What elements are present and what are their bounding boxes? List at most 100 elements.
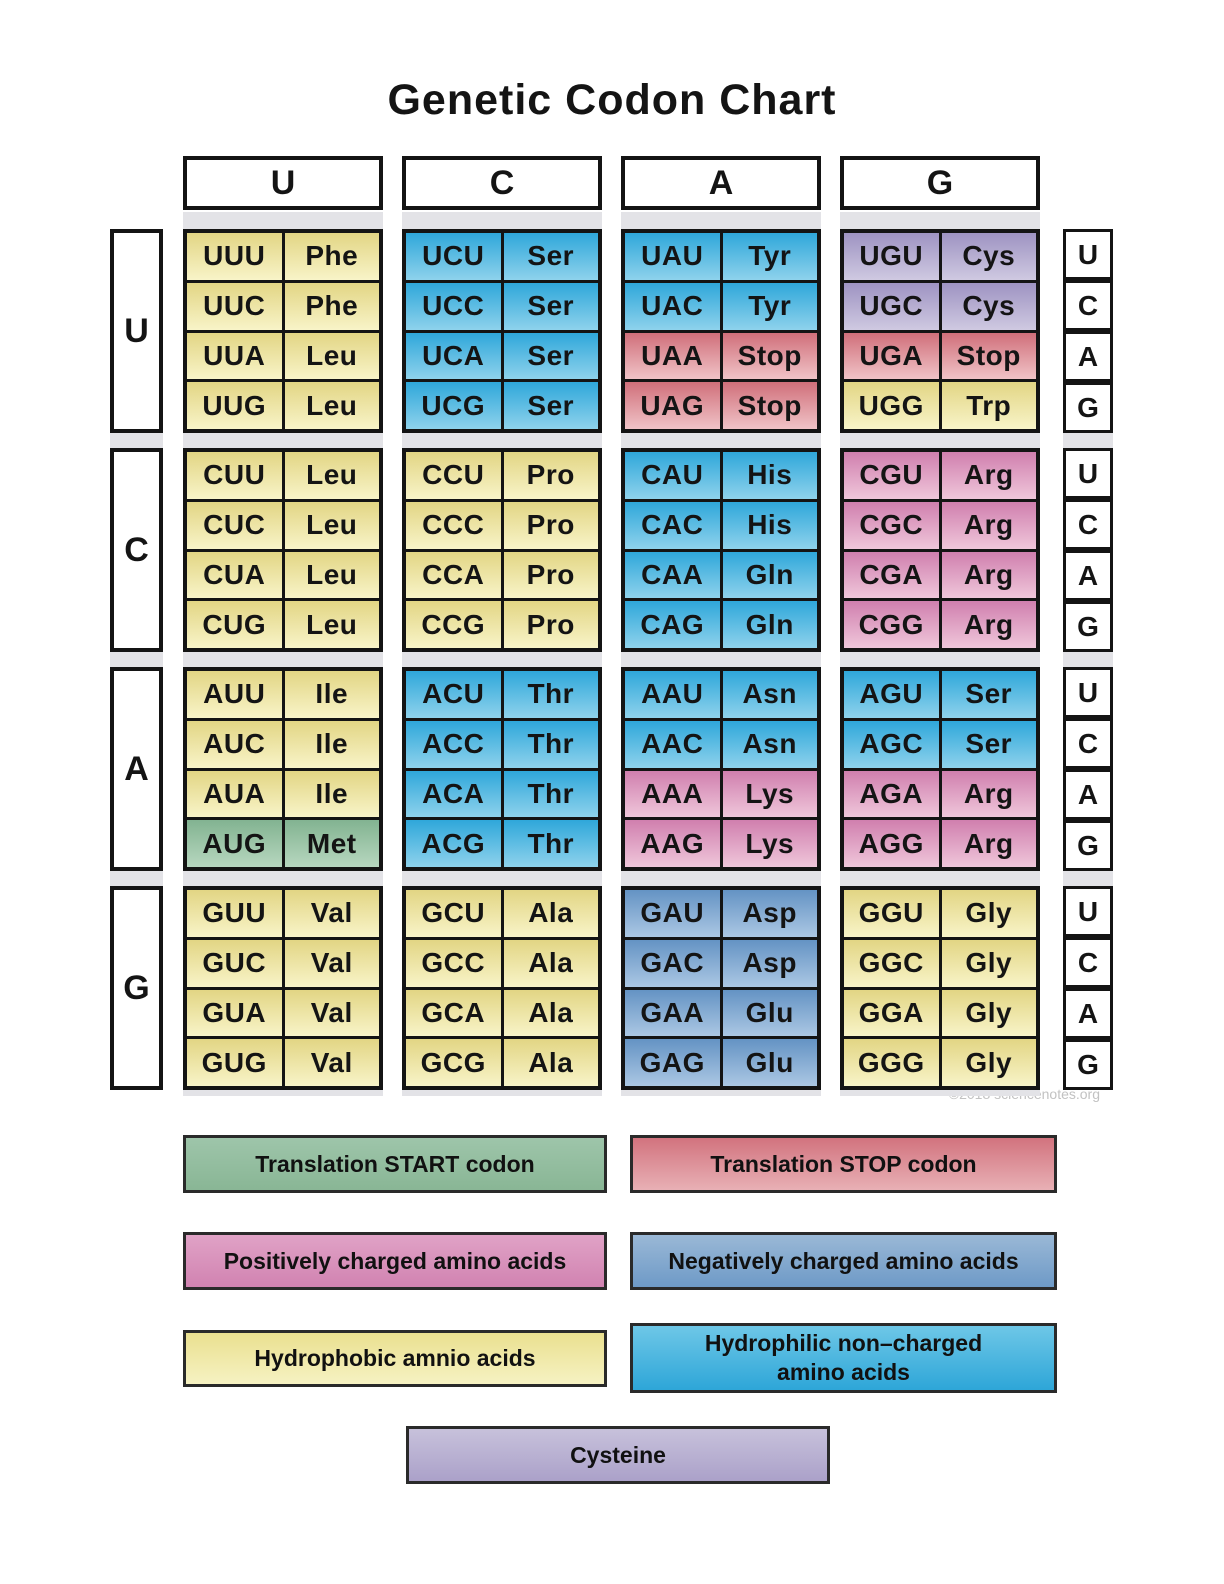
third-base-label-A-C: C — [1063, 718, 1113, 769]
cell-CGG-amino: Arg — [941, 601, 1036, 648]
cell-CUA-codon: CUA — [187, 551, 282, 599]
legend-hydrophobic: Hydrophobic amnio acids — [183, 1330, 607, 1387]
cell-CGA-codon: CGA — [844, 551, 939, 599]
cell-CCU-amino: Pro — [503, 452, 598, 499]
cell-GAU-codon: GAU — [625, 890, 720, 937]
cell-AUA-amino: Ile — [284, 770, 379, 818]
cell-GAG-codon: GAG — [625, 1039, 720, 1086]
cell-UCU-amino: Ser — [503, 233, 598, 280]
cell-CCC-amino: Pro — [503, 501, 598, 549]
codon-block-UA: UAU Tyr UAC Tyr UAA Stop UAG Stop — [621, 229, 821, 433]
cell-UUG-codon: UUG — [187, 382, 282, 429]
row-header-A: A — [110, 667, 163, 871]
cell-AAG-codon: AAG — [625, 820, 720, 867]
cell-AUU-amino: Ile — [284, 671, 379, 718]
codon-block-AC: ACU Thr ACC Thr ACA Thr ACG Thr — [402, 667, 602, 871]
cell-CGU-amino: Arg — [941, 452, 1036, 499]
cell-GGU-codon: GGU — [844, 890, 939, 937]
cell-UAC-amino: Tyr — [722, 282, 817, 330]
codon-block-CU: CUU Leu CUC Leu CUA Leu CUG Leu — [183, 448, 383, 652]
cell-AGU-amino: Ser — [941, 671, 1036, 718]
cell-AAC-amino: Asn — [722, 720, 817, 768]
cell-UGC-amino: Cys — [941, 282, 1036, 330]
cell-UAC-codon: UAC — [625, 282, 720, 330]
third-base-label-A-U: U — [1063, 667, 1113, 718]
legend-start: Translation START codon — [183, 1135, 607, 1193]
cell-AGC-amino: Ser — [941, 720, 1036, 768]
cell-UAG-amino: Stop — [722, 382, 817, 429]
codon-block-AU: AUU Ile AUC Ile AUA Ile AUG Met — [183, 667, 383, 871]
page-title: Genetic Codon Chart — [387, 76, 837, 124]
cell-UAU-codon: UAU — [625, 233, 720, 280]
cell-UAA-codon: UAA — [625, 332, 720, 380]
codon-block-UU: UUU Phe UUC Phe UUA Leu UUG Leu — [183, 229, 383, 433]
cell-AAA-codon: AAA — [625, 770, 720, 818]
cell-AAU-amino: Asn — [722, 671, 817, 718]
cell-AGA-amino: Arg — [941, 770, 1036, 818]
cell-GGG-codon: GGG — [844, 1039, 939, 1086]
cell-AUC-codon: AUC — [187, 720, 282, 768]
cell-GAA-amino: Glu — [722, 989, 817, 1037]
third-base-label-C-A: A — [1063, 550, 1113, 601]
col-header-U: U — [183, 156, 383, 210]
cell-ACU-amino: Thr — [503, 671, 598, 718]
cell-AUG-amino: Met — [284, 820, 379, 867]
cell-AGG-codon: AGG — [844, 820, 939, 867]
cell-GCG-codon: GCG — [406, 1039, 501, 1086]
cell-UUG-amino: Leu — [284, 382, 379, 429]
codon-block-GG: GGU Gly GGC Gly GGA Gly GGG Gly — [840, 886, 1040, 1090]
cell-ACC-amino: Thr — [503, 720, 598, 768]
codon-block-UC: UCU Ser UCC Ser UCA Ser UCG Ser — [402, 229, 602, 433]
cell-GAC-codon: GAC — [625, 939, 720, 987]
codon-block-CA: CAU His CAC His CAA Gln CAG Gln — [621, 448, 821, 652]
legend-start-label: Translation START codon — [255, 1150, 535, 1177]
col-header-C: C — [402, 156, 602, 210]
codon-block-CG: CGU Arg CGC Arg CGA Arg CGG Arg — [840, 448, 1040, 652]
cell-UAU-amino: Tyr — [722, 233, 817, 280]
cell-UUC-codon: UUC — [187, 282, 282, 330]
cell-UCG-amino: Ser — [503, 382, 598, 429]
cell-CUU-codon: CUU — [187, 452, 282, 499]
cell-CUC-codon: CUC — [187, 501, 282, 549]
cell-CCG-amino: Pro — [503, 601, 598, 648]
cell-UAG-codon: UAG — [625, 382, 720, 429]
third-base-label-C-C: C — [1063, 499, 1113, 550]
row-header-G: G — [110, 886, 163, 1090]
cell-GGG-amino: Gly — [941, 1039, 1036, 1086]
cell-UCG-codon: UCG — [406, 382, 501, 429]
third-base-label-U-A: A — [1063, 331, 1113, 382]
cell-AGC-codon: AGC — [844, 720, 939, 768]
legend-cysteine: Cysteine — [406, 1426, 830, 1484]
cell-UUA-amino: Leu — [284, 332, 379, 380]
cell-CGA-amino: Arg — [941, 551, 1036, 599]
legend-hydrophobic-label: Hydrophobic amnio acids — [254, 1345, 536, 1372]
codon-block-AG: AGU Ser AGC Ser AGA Arg AGG Arg — [840, 667, 1040, 871]
cell-GGC-codon: GGC — [844, 939, 939, 987]
col-header-G: G — [840, 156, 1040, 210]
cell-CCA-amino: Pro — [503, 551, 598, 599]
legend-stop-label: Translation STOP codon — [710, 1150, 977, 1177]
cell-CUG-amino: Leu — [284, 601, 379, 648]
cell-GUU-amino: Val — [284, 890, 379, 937]
cell-UCA-amino: Ser — [503, 332, 598, 380]
cell-UGA-codon: UGA — [844, 332, 939, 380]
cell-AAU-codon: AAU — [625, 671, 720, 718]
cell-GAG-amino: Glu — [722, 1039, 817, 1086]
third-base-label-G-U: U — [1063, 886, 1113, 937]
codon-block-AA: AAU Asn AAC Asn AAA Lys AAG Lys — [621, 667, 821, 871]
codon-block-GU: GUU Val GUC Val GUA Val GUG Val — [183, 886, 383, 1090]
third-base-label-G-A: A — [1063, 988, 1113, 1039]
cell-GCU-codon: GCU — [406, 890, 501, 937]
cell-CGG-codon: CGG — [844, 601, 939, 648]
cell-CCC-codon: CCC — [406, 501, 501, 549]
cell-UUU-amino: Phe — [284, 233, 379, 280]
cell-CAU-codon: CAU — [625, 452, 720, 499]
cell-ACG-amino: Thr — [503, 820, 598, 867]
cell-GGA-amino: Gly — [941, 989, 1036, 1037]
legend-stop: Translation STOP codon — [630, 1135, 1057, 1193]
cell-UGU-codon: UGU — [844, 233, 939, 280]
cell-AUU-codon: AUU — [187, 671, 282, 718]
cell-CUG-codon: CUG — [187, 601, 282, 648]
legend-hydrophilic-label: amino acids — [777, 1359, 910, 1385]
cell-UGU-amino: Cys — [941, 233, 1036, 280]
